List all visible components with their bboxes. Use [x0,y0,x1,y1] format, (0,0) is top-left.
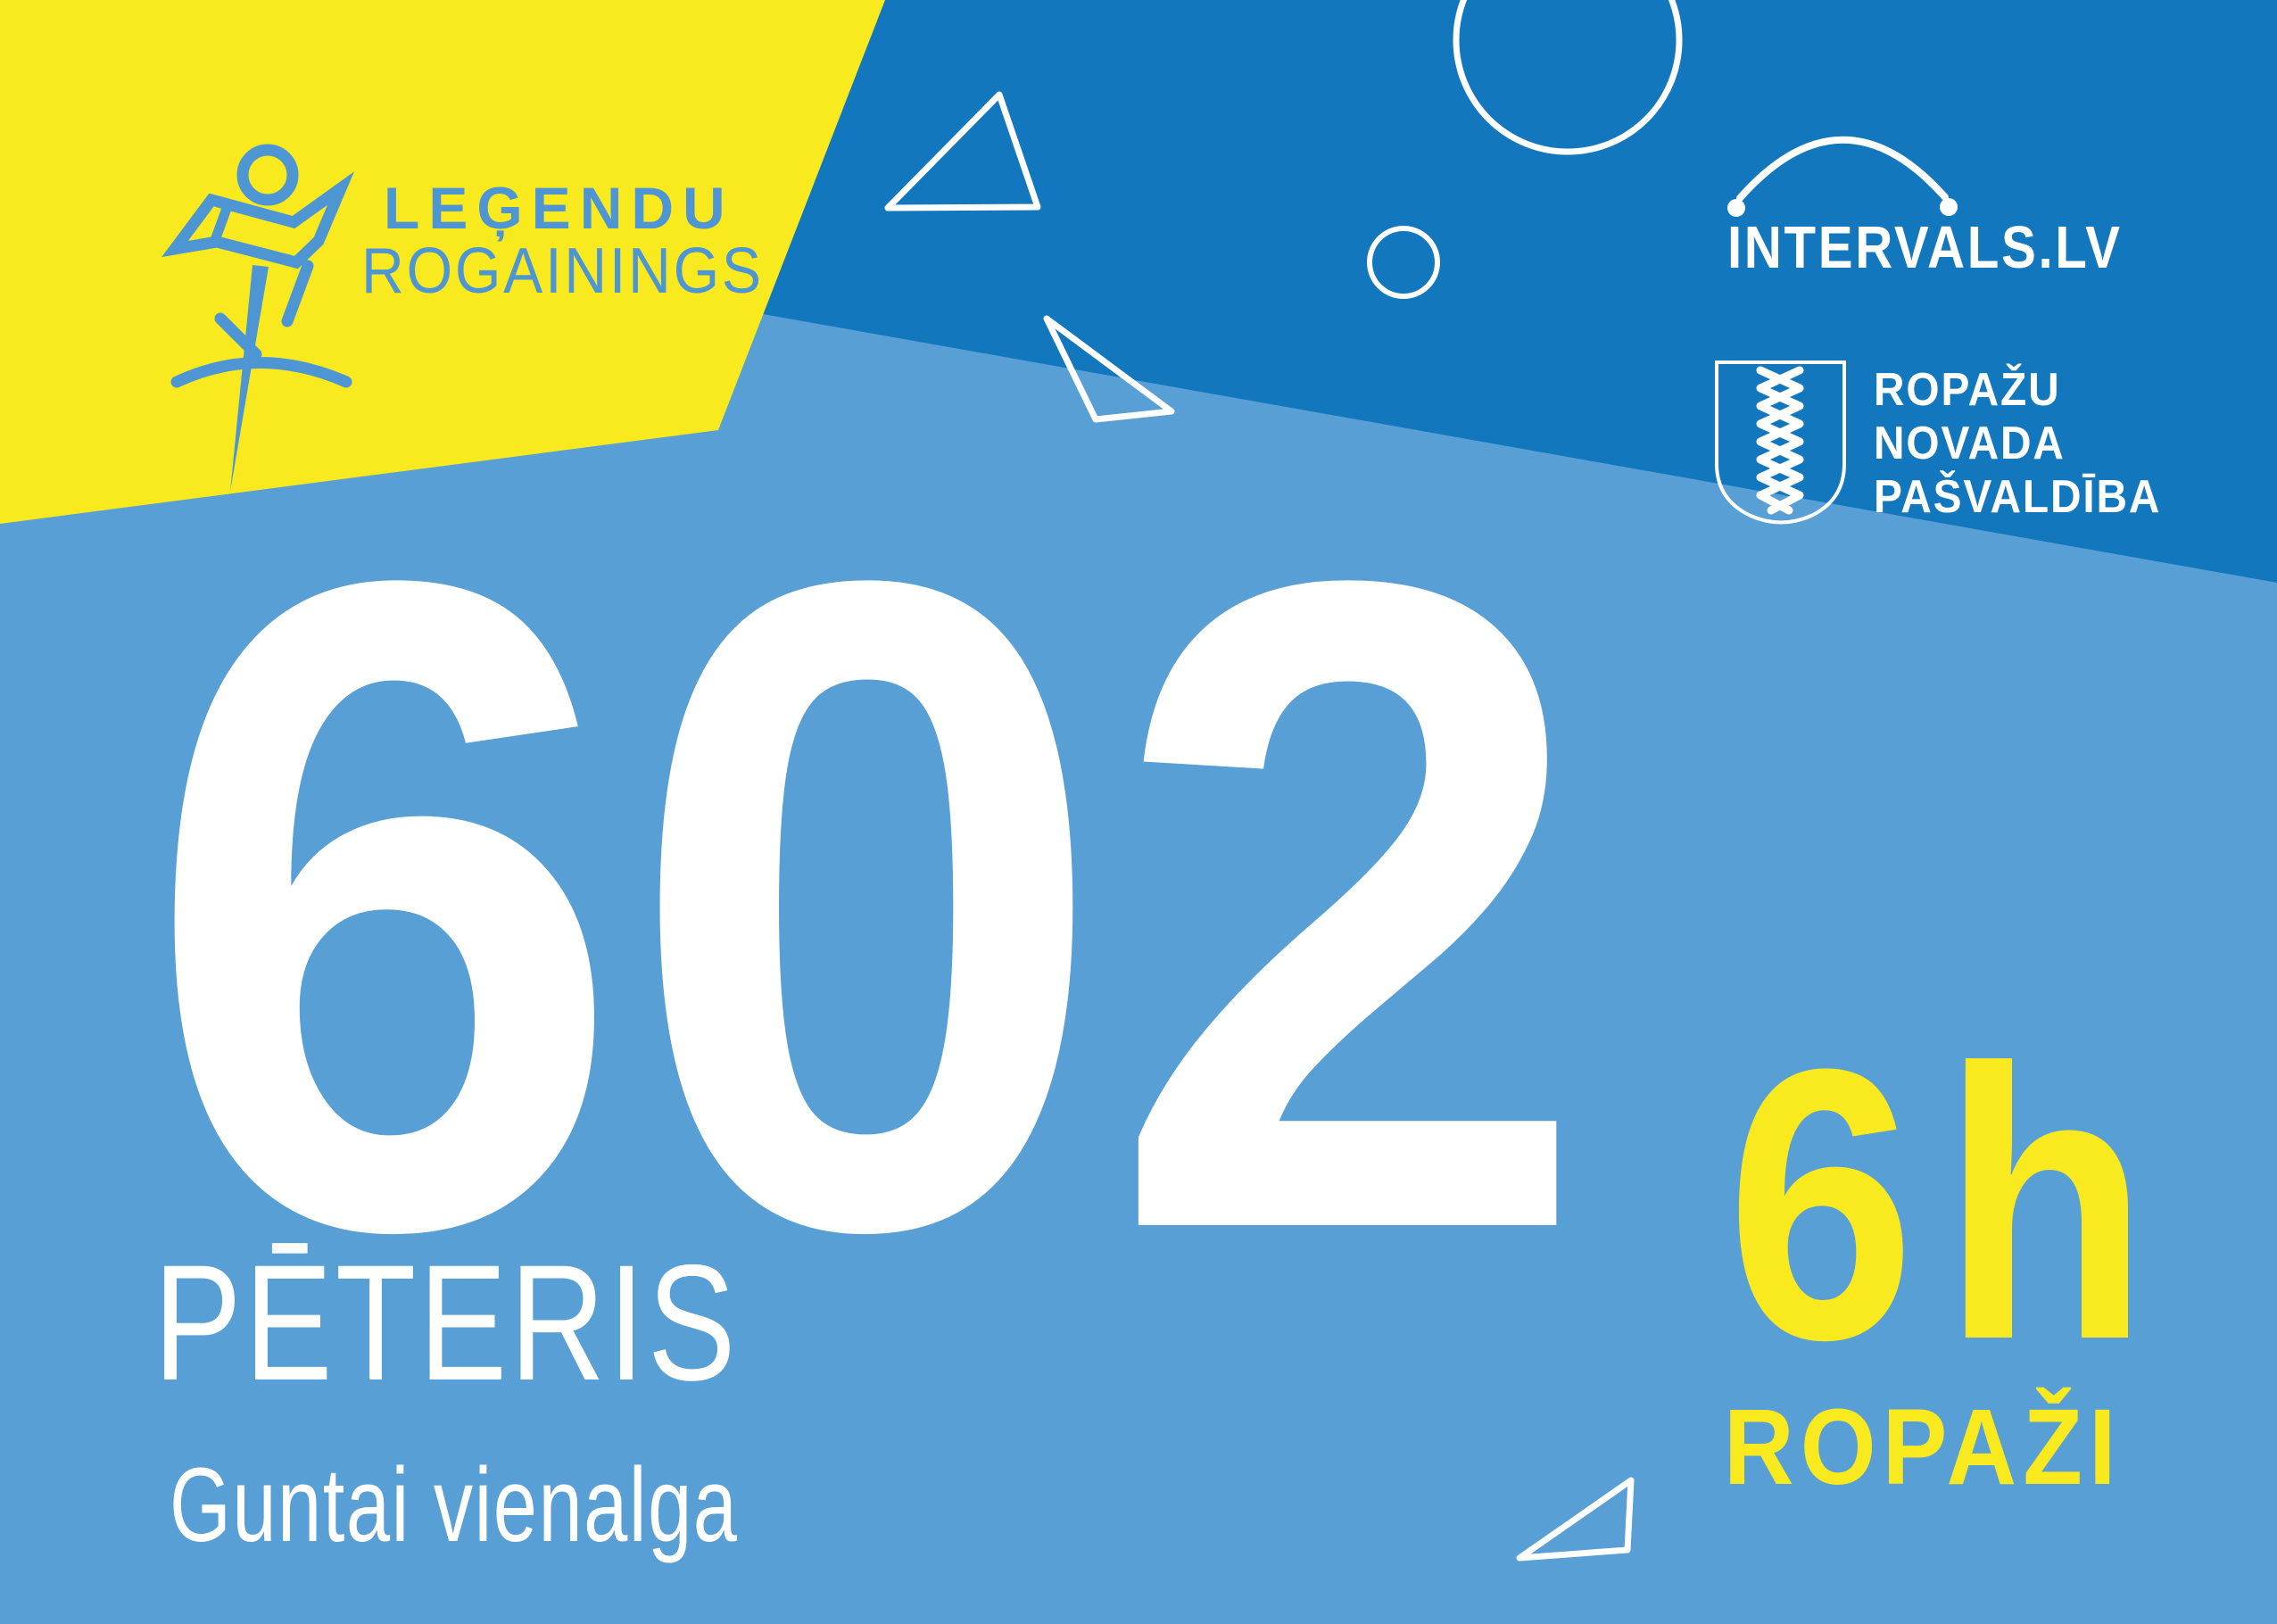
event-logo-line1: LEĢENDU [384,175,734,241]
map-reader-figure-icon [161,144,355,492]
event-logo-line2: ROGAININGS [361,236,764,307]
municipality-line3: PAŠVALDĪBA [1874,471,2162,523]
participant-name: PĒTERIS [153,1231,739,1415]
intervals-arc-icon [1727,136,1958,217]
municipality-line1: ROPAŽU [1874,364,2061,416]
race-location: ROPAŽI [1724,1386,2123,1507]
decor-triangle-outline-middle [1043,315,1175,423]
decor-triangle-outline-bottom [1516,1477,1635,1562]
team-name: Guntai vienalga [170,1446,739,1564]
dark-blue-band [763,0,2277,583]
race-duration: 6h [1726,989,2176,1420]
bib-number: 602 [143,390,1592,1421]
sponsor-logo-text: INTERVALS.LV [1727,214,2123,281]
municipality-line2: NOVADA [1874,418,2066,469]
yellow-corner-panel [0,0,885,524]
municipality-label: ROPAŽU NOVADA PAŠVALDĪBA [1874,363,2161,524]
decor-small-circle-outline [1367,226,1440,299]
decor-triangle-outline-top [884,91,1041,211]
decor-large-circle-outline [1453,0,1683,155]
ropazu-coat-of-arms-icon [1715,360,1846,525]
